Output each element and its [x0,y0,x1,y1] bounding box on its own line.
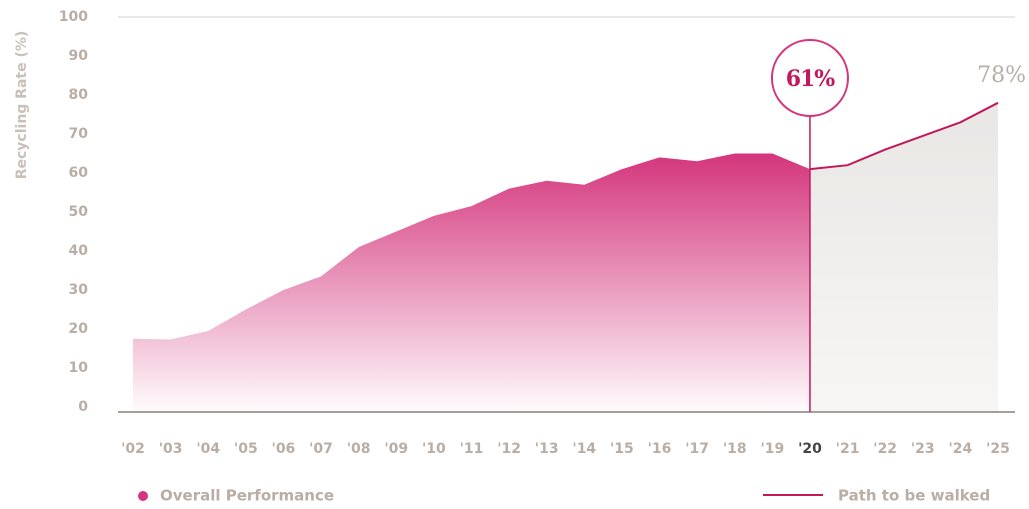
legend-label: Path to be walked [838,487,990,505]
line-path [809,101,999,171]
x-tick-label: '02 [121,441,145,457]
x-tick-label: '08 [347,441,371,457]
x-tick-label: '14 [572,441,596,457]
y-tick-label: 50 [69,204,89,220]
x-tick-label: '24 [949,441,973,457]
x-tick-label: '23 [911,441,935,457]
x-tick-label: '21 [836,441,860,457]
annotation: 78% [977,63,1026,88]
y-tick-label: 100 [59,9,88,25]
y-tick-label: 20 [69,321,89,337]
x-tick-label: '25 [986,441,1010,457]
area-overall [133,153,810,412]
area-path [809,102,998,413]
x-tick-label: '12 [497,441,521,457]
x-tick-label: '16 [648,441,672,457]
legend-label: Overall Performance [160,487,334,505]
x-tick-label: '22 [873,441,897,457]
y-tick-label: 90 [69,48,89,64]
legend-dot [138,491,148,501]
annotation: 61% [786,66,836,92]
x-tick-label: '17 [685,441,709,457]
x-tick-label: '20 [798,441,822,457]
x-tick-label: '15 [610,441,634,457]
y-tick-label: 70 [69,126,89,142]
x-tick-label: '03 [159,441,183,457]
y-tick-label: 30 [69,282,89,298]
x-tick-label: '11 [460,441,484,457]
marker-circle [770,39,849,117]
x-tick-label: '18 [723,441,747,457]
x-tick-label: '19 [760,441,784,457]
y-tick-label: 40 [69,243,89,259]
x-tick-label: '09 [384,441,408,457]
x-tick-label: '04 [196,441,220,457]
y-tick-label: 0 [78,399,88,415]
y-tick-label: 10 [69,360,89,376]
x-tick-label: '06 [272,441,296,457]
x-tick-label: '05 [234,441,258,457]
y-tick-label: 60 [69,165,89,181]
y-tick-label: 80 [69,87,89,103]
x-tick-label: '10 [422,441,446,457]
x-tick-label: '07 [309,441,333,457]
y-axis-label: Recycling Rate (%) [14,31,30,180]
x-tick-label: '13 [535,441,559,457]
